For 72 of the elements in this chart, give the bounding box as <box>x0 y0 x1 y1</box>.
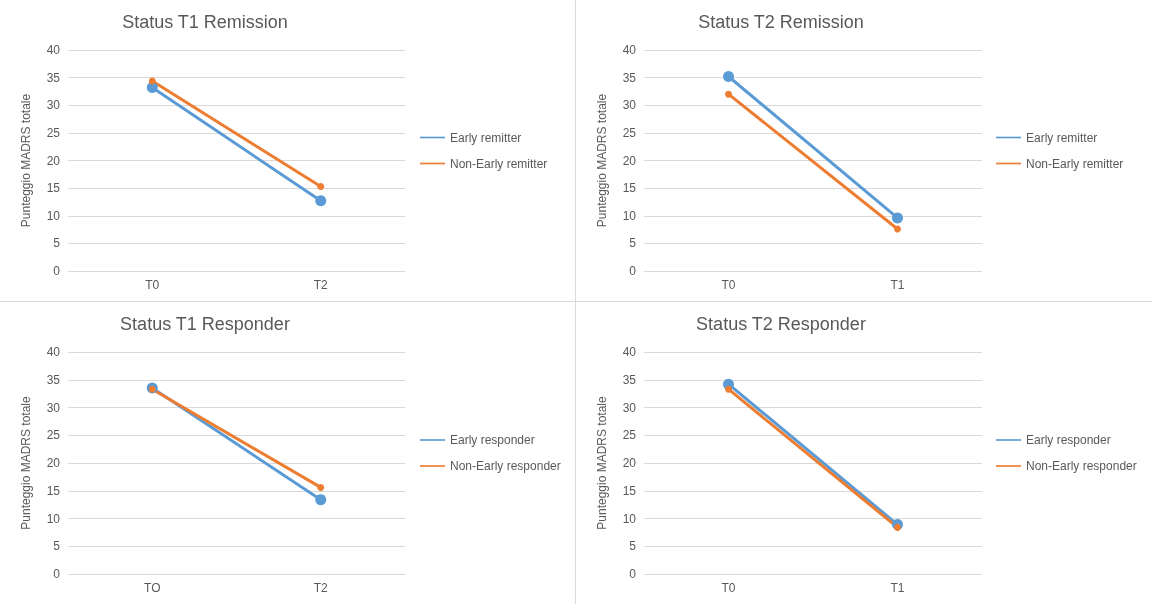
chart-title: Status T2 Responder <box>696 314 866 334</box>
x-tick-label: T0 <box>721 581 736 595</box>
y-tick-label: 5 <box>629 539 637 554</box>
legend-label: Non-Early remitter <box>450 156 548 171</box>
legend-label: Early responder <box>450 433 535 447</box>
y-tick-label: 15 <box>46 483 61 498</box>
point <box>148 77 156 85</box>
point <box>146 82 158 94</box>
y-tick-label: 5 <box>53 236 61 251</box>
y-tick-label: 15 <box>622 483 637 498</box>
point <box>315 494 327 506</box>
y-tick-label: 25 <box>622 428 637 443</box>
y-tick-label: 30 <box>622 98 637 113</box>
y-tick-label: 15 <box>46 181 61 196</box>
y-tick-label: 10 <box>622 511 637 526</box>
point <box>892 212 903 224</box>
y-tick-label: 25 <box>46 428 61 443</box>
y-tick-label: 25 <box>46 125 61 140</box>
chart-title: Status T2 Remission <box>698 12 864 32</box>
legend-label: Non-Early responder <box>450 459 561 473</box>
y-tick-label: 20 <box>622 153 637 168</box>
y-tick-label: 5 <box>629 236 637 251</box>
point <box>894 225 901 233</box>
y-tick-label: 35 <box>622 372 637 387</box>
y-tick-label: 20 <box>622 456 637 470</box>
chart-title: Status T1 Responder <box>120 314 290 334</box>
y-tick-label: 30 <box>622 400 637 415</box>
y-tick-label: 0 <box>53 264 61 278</box>
legend-label: Early remitter <box>450 130 522 145</box>
y-tick-label: 0 <box>53 567 61 581</box>
x-tick-label: T2 <box>313 581 329 595</box>
x-tick-label: T1 <box>890 581 905 595</box>
y-tick-label: 20 <box>46 456 61 470</box>
y-tick-label: 10 <box>622 208 637 223</box>
y-axis-title: Punteggio MADRS totale <box>595 395 609 530</box>
y-axis-title: Punteggio MADRS totale <box>19 93 33 228</box>
point <box>894 523 901 531</box>
point <box>317 182 325 190</box>
y-tick-label: 10 <box>46 511 61 526</box>
y-axis-title: Punteggio MADRS totale <box>19 395 33 530</box>
y-tick-label: 10 <box>46 208 61 223</box>
point <box>725 90 732 98</box>
y-tick-label: 35 <box>46 372 61 387</box>
y-tick-label: 40 <box>622 43 637 57</box>
y-tick-label: 35 <box>46 70 61 85</box>
y-tick-label: 0 <box>629 567 637 581</box>
y-tick-label: 40 <box>622 345 637 359</box>
legend-label: Non-Early responder <box>1026 459 1137 473</box>
x-tick-label: T2 <box>313 278 329 292</box>
y-tick-label: 25 <box>622 125 637 140</box>
point <box>725 385 732 393</box>
y-tick-label: 35 <box>622 70 637 85</box>
y-tick-label: 30 <box>46 98 61 113</box>
y-tick-label: 40 <box>46 345 61 359</box>
y-tick-label: 40 <box>46 43 61 57</box>
legend-label: Early responder <box>1026 433 1111 447</box>
x-tick-label: T0 <box>721 278 736 292</box>
y-tick-label: 30 <box>46 400 61 415</box>
y-tick-label: 15 <box>622 181 637 196</box>
y-tick-label: 5 <box>53 539 61 554</box>
y-tick-label: 0 <box>629 264 637 278</box>
legend-label: Early remitter <box>1026 130 1098 145</box>
point <box>317 483 325 491</box>
x-tick-label: T1 <box>890 278 905 292</box>
y-axis-title: Punteggio MADRS totale <box>595 93 609 228</box>
chart-title: Status T1 Remission <box>122 12 288 32</box>
point <box>315 195 327 207</box>
x-tick-label: TO <box>144 581 161 595</box>
point <box>723 71 734 83</box>
legend-label: Non-Early remitter <box>1026 156 1124 171</box>
x-tick-label: T0 <box>145 278 160 292</box>
y-tick-label: 20 <box>46 153 61 168</box>
